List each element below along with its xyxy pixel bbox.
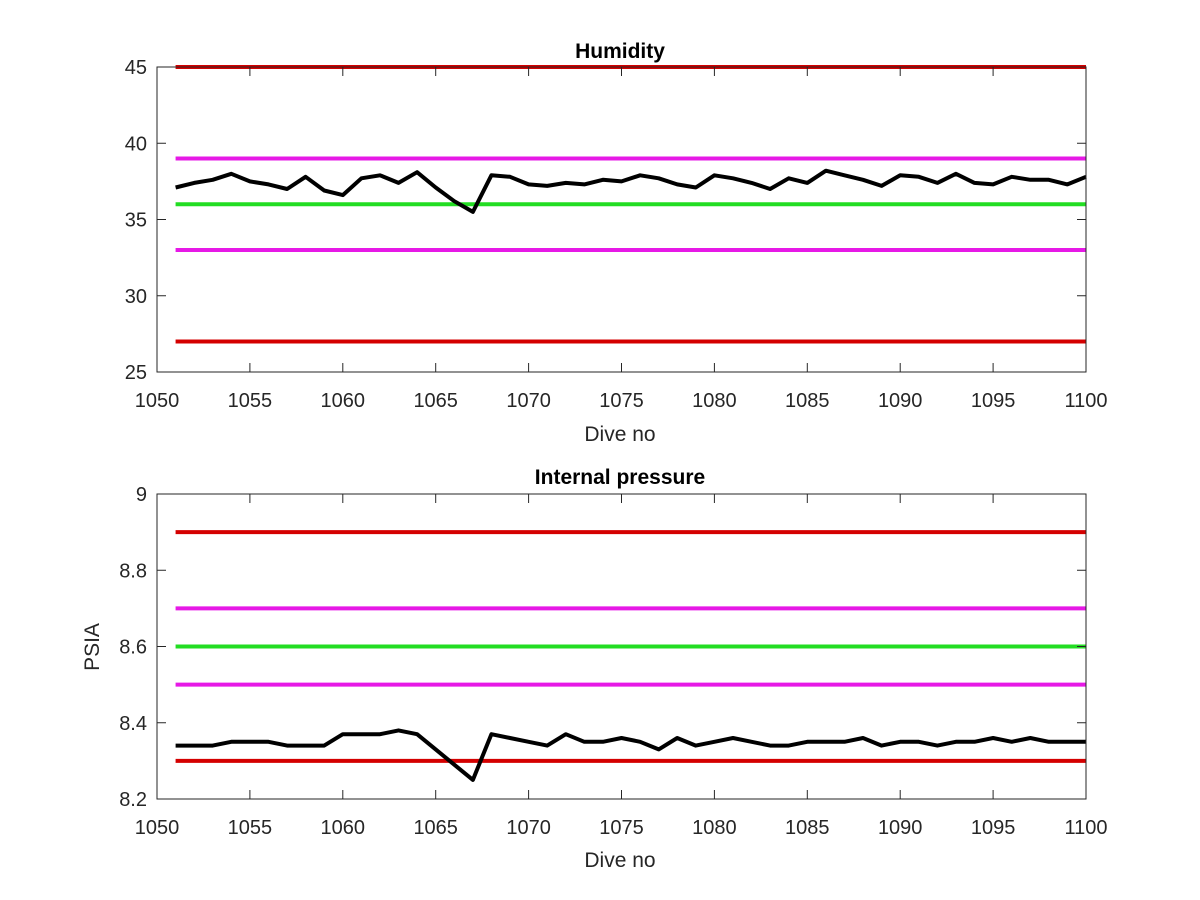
pressure-y-tick-label: 8.4 <box>119 713 147 735</box>
humidity-title: Humidity <box>575 40 665 63</box>
humidity-x-tick-label: 1085 <box>785 390 830 412</box>
pressure-plot: Internal pressure 1050 1055 1060 1065 1070 10… <box>81 466 1108 872</box>
pressure-x-tick-label: 1075 <box>599 817 644 839</box>
humidity-x-axis-label: Dive no <box>584 423 655 446</box>
humidity-x-tick-label: 1065 <box>413 390 458 412</box>
pressure-x-tick-label: 1070 <box>506 817 551 839</box>
humidity-x-tick-label: 1100 <box>1064 390 1107 412</box>
pressure-x-tick-label: 1100 <box>1064 817 1107 839</box>
pressure-x-tick-label: 1050 <box>135 817 180 839</box>
humidity-x-tick-label: 1070 <box>506 390 551 412</box>
humidity-y-tick-label: 25 <box>125 362 147 384</box>
pressure-y-tick-label: 8.2 <box>119 789 147 811</box>
pressure-y-axis-label: PSIA <box>81 623 104 671</box>
humidity-x-tick-label: 1055 <box>228 390 273 412</box>
pressure-y-tick-label: 8.8 <box>119 560 147 582</box>
humidity-y-tick-label: 30 <box>125 286 147 308</box>
pressure-axes: 1050 1055 1060 1065 1070 1075 1080 1085 1090 1095… <box>119 484 1107 839</box>
pressure-series-line <box>175 728 1086 782</box>
humidity-x-tick-label: 1095 <box>971 390 1016 412</box>
humidity-x-tick-label: 1060 <box>321 390 366 412</box>
pressure-x-tick-label: 1095 <box>971 817 1016 839</box>
humidity-axes: 1050 1055 1060 1065 1070 1075 1080 1085 1090 1095… <box>125 57 1108 412</box>
pressure-x-tick-label: 1055 <box>228 817 273 839</box>
humidity-series-line <box>175 168 1087 214</box>
pressure-x-tick-label: 1065 <box>413 817 458 839</box>
humidity-x-tick-label: 1050 <box>135 390 180 412</box>
pressure-y-tick-label: 8.6 <box>119 637 147 659</box>
pressure-x-tick-label: 1085 <box>785 817 830 839</box>
pressure-x-axis-label: Dive no <box>584 849 655 872</box>
pressure-y-tick-label: 9 <box>136 484 147 506</box>
humidity-y-tick-label: 40 <box>125 133 147 155</box>
pressure-x-tick-label: 1090 <box>878 817 923 839</box>
humidity-x-tick-label: 1080 <box>692 390 737 412</box>
humidity-y-tick-label: 35 <box>125 210 147 232</box>
humidity-x-tick-label: 1075 <box>599 390 644 412</box>
pressure-x-tick-label: 1080 <box>692 817 737 839</box>
pressure-x-tick-label: 1060 <box>321 817 366 839</box>
humidity-plot: Humidity 1050 1055 1060 1065 1070 1075 1080 108… <box>125 40 1108 446</box>
pressure-title: Internal pressure <box>535 466 705 489</box>
humidity-y-tick-label: 45 <box>125 57 147 79</box>
humidity-x-tick-label: 1090 <box>878 390 923 412</box>
